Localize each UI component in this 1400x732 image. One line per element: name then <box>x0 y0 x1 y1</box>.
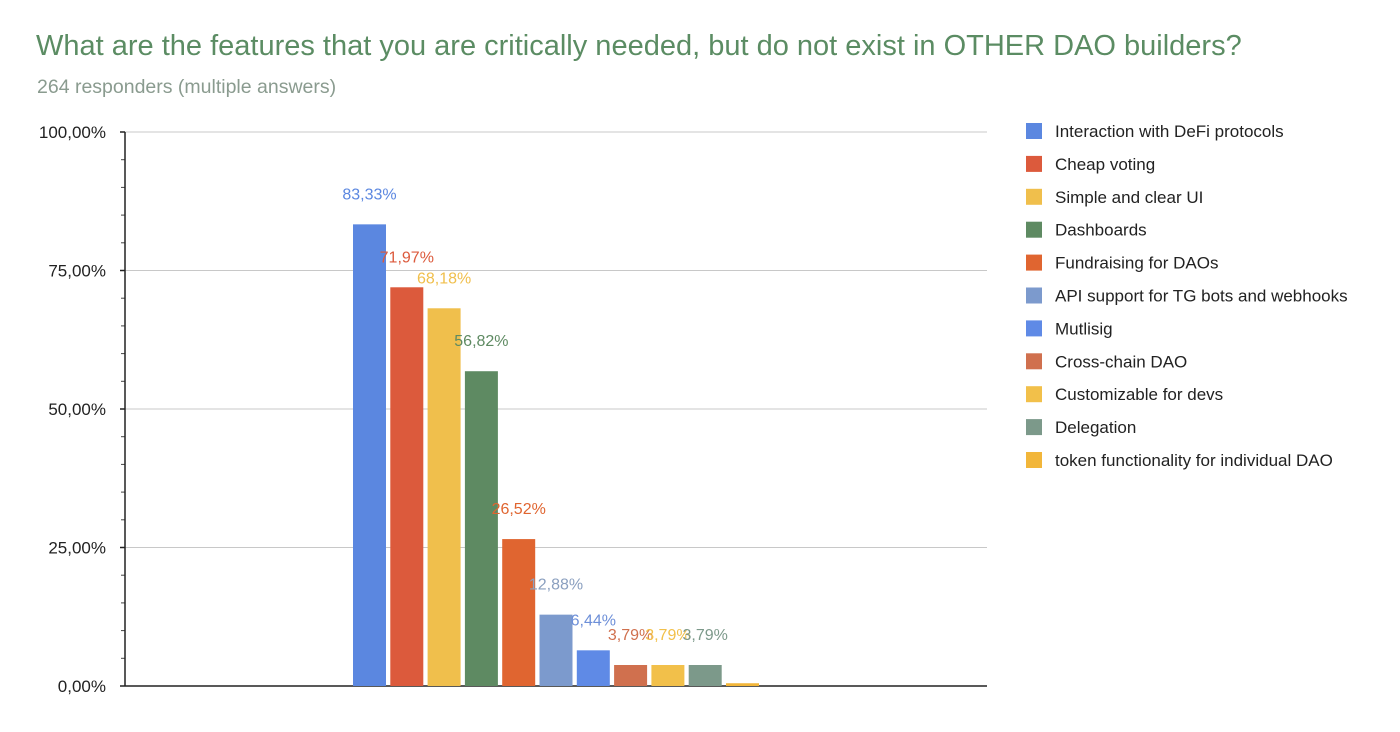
legend-swatch <box>1026 155 1042 172</box>
legend-entry: Cross-chain DAO <box>1055 352 1187 371</box>
legend-entry: Interaction with DeFi protocols <box>1055 122 1284 141</box>
bar <box>688 665 722 686</box>
y-tick-label: 0,00% <box>58 677 106 696</box>
y-tick-label: 100,00% <box>39 123 106 142</box>
y-tick-label: 50,00% <box>48 400 106 419</box>
chart-subtitle: 264 responders (multiple answers) <box>37 76 337 98</box>
legend-entry: Customizable for devs <box>1055 385 1223 404</box>
legend-swatch <box>1026 386 1042 403</box>
gridlines <box>125 131 987 548</box>
legend-entry: Dashboards <box>1055 221 1147 240</box>
data-labels: 83,33% 71,97% 68,18% 56,82% 26,52% 12,88% 6,44… <box>342 186 728 644</box>
data-label: 26,52% <box>492 501 546 518</box>
legend-swatch <box>1026 353 1042 370</box>
data-label: 3,79% <box>683 627 728 644</box>
data-label: 12,88% <box>529 577 583 594</box>
data-label: 68,18% <box>417 270 471 287</box>
bars <box>353 224 759 686</box>
data-label: 83,33% <box>342 186 396 203</box>
legend-swatch <box>1026 254 1042 271</box>
y-tick-label: 75,00% <box>48 262 106 281</box>
data-label: 71,97% <box>380 249 434 266</box>
legend-entry: Fundraising for DAOs <box>1055 254 1218 273</box>
legend-swatch <box>1026 123 1042 139</box>
legend-entry: Mutlisig <box>1055 319 1113 338</box>
chart-title: What are the features that you are criti… <box>36 30 1242 62</box>
bar <box>464 371 498 686</box>
bar <box>353 224 386 686</box>
legend-entry: token functionality for individual DAO <box>1055 451 1333 470</box>
legend-swatch <box>1026 221 1042 238</box>
legend-swatch <box>1026 188 1042 205</box>
y-tick-label: 25,00% <box>48 539 106 558</box>
data-label: 3,79% <box>608 627 653 644</box>
legend-entry: Delegation <box>1055 418 1136 437</box>
bar <box>539 614 573 686</box>
bar <box>651 665 685 686</box>
legend-swatch <box>1026 419 1042 436</box>
legend-swatch <box>1026 287 1042 304</box>
data-label: 56,82% <box>454 333 508 350</box>
legend-swatch <box>1026 320 1042 337</box>
legend: Interaction with DeFi protocols Cheap vot… <box>1026 122 1348 470</box>
bar <box>502 539 536 686</box>
bar <box>576 650 610 686</box>
bar <box>427 308 461 686</box>
legend-swatch <box>1026 452 1042 468</box>
legend-entry: Cheap voting <box>1055 155 1155 174</box>
legend-entry: Simple and clear UI <box>1055 188 1203 207</box>
bar <box>726 683 759 686</box>
y-axis: 0,00% 25,00% 50,00% 75,00% 100,00% <box>39 123 987 696</box>
bar <box>390 287 424 686</box>
bar <box>614 665 648 686</box>
data-label: 6,44% <box>571 612 616 629</box>
legend-entry: API support for TG bots and webhooks <box>1055 287 1348 306</box>
data-label: 3,79% <box>645 627 690 644</box>
